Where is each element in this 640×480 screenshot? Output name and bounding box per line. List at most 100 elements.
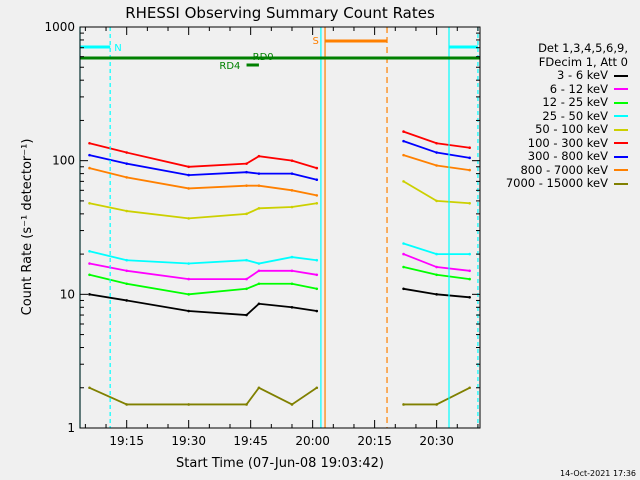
data-point [468, 201, 471, 205]
data-point [435, 293, 438, 296]
data-point [290, 255, 294, 259]
data-point [88, 293, 91, 296]
data-point [468, 269, 471, 273]
data-point [468, 386, 471, 390]
legend-item: 7000 - 15000 keV [506, 176, 628, 190]
data-point [257, 207, 261, 210]
legend-header: FDecim 1, Att 0 [538, 54, 628, 69]
x-tick-label: 20:30 [419, 434, 454, 448]
data-point [187, 277, 190, 281]
data-point [435, 151, 438, 154]
legend-label: 7000 - 15000 keV [505, 176, 608, 190]
legend-label: 6 - 12 keV [549, 81, 608, 96]
data-point [187, 217, 190, 220]
legend-item: 3 - 6 keV [557, 68, 628, 82]
legend-swatch [614, 74, 628, 77]
data-point [315, 194, 319, 197]
legend-item: 50 - 100 keV [535, 122, 628, 136]
data-point [187, 403, 190, 406]
data-point [290, 305, 294, 309]
legend-swatch [614, 101, 628, 104]
legend-item: 12 - 25 keV [542, 95, 628, 109]
data-point [315, 287, 319, 291]
data-point [125, 258, 128, 262]
data-point [257, 282, 261, 286]
legend-item: 800 - 7000 keV [520, 163, 628, 177]
axes: 1 10 100 1000 19:15 19:30 19:45 20:00 20:15 20:30 [44, 20, 480, 448]
data-point [468, 156, 471, 160]
data-point [402, 139, 405, 143]
legend-item: 6 - 12 keV [550, 82, 628, 96]
data-point [257, 386, 261, 390]
data-point [402, 130, 405, 133]
data-point [245, 162, 248, 165]
data-point [125, 176, 128, 179]
data-point [435, 141, 438, 145]
rd0-label: RD0 [253, 52, 274, 63]
data-point [88, 141, 91, 145]
data-point [88, 201, 91, 205]
x-tick-label: 20:00 [295, 434, 330, 448]
legend-label: 12 - 25 keV [542, 95, 608, 109]
data-point [187, 173, 190, 177]
y-axis-label: Count Rate (s⁻¹ detector⁻¹) [20, 139, 35, 316]
data-point [435, 252, 438, 256]
data-point [257, 302, 261, 306]
y-tick-label: 1 [67, 421, 75, 435]
data-point [315, 201, 319, 205]
data-point [402, 252, 405, 256]
legend-header: Det 1,3,4,5,6,9, [538, 41, 628, 55]
data-point [315, 258, 319, 262]
x-tick-label: 20:15 [357, 434, 392, 448]
data-point [290, 189, 294, 192]
legend-swatch [614, 142, 628, 144]
x-tick-label: 19:45 [233, 434, 268, 448]
data-point [88, 166, 91, 170]
rd4-label: RD4 [219, 61, 240, 72]
legend-swatch [614, 169, 628, 171]
legend-label: 800 - 7000 keV [520, 162, 608, 177]
data-point [257, 154, 261, 158]
data-point [187, 293, 190, 296]
data-point [290, 282, 294, 286]
data-point [315, 166, 319, 170]
data-point [257, 269, 261, 273]
legend-label: 3 - 6 keV [557, 68, 608, 82]
data-point [125, 282, 128, 286]
legend-label: 25 - 50 keV [542, 108, 608, 123]
data-point [125, 403, 128, 406]
legend-swatch [614, 115, 628, 117]
data-point [402, 265, 405, 269]
legend-swatch [614, 182, 628, 185]
data-point [290, 269, 294, 273]
data-point [245, 313, 248, 317]
data-point [245, 403, 248, 406]
data-point [88, 386, 91, 390]
data-point [468, 168, 471, 172]
data-point [88, 273, 91, 277]
data-point [245, 170, 248, 174]
legend-item: 25 - 50 keV [542, 109, 628, 123]
data-point [290, 159, 294, 162]
legend-swatch [614, 155, 628, 158]
data-point [257, 172, 261, 175]
data-point [245, 184, 248, 187]
data-point [402, 287, 405, 291]
data-point [402, 242, 405, 245]
x-axis-label: Start Time (07-Jun-08 19:03:42) [176, 456, 384, 471]
data-point [315, 309, 319, 313]
data-point [468, 252, 471, 256]
data-point [245, 258, 248, 262]
footer-date: 14-Oct-2021 17:36 [560, 469, 636, 478]
data-point [468, 146, 471, 150]
plot-frame [79, 26, 481, 429]
data-point [435, 164, 438, 167]
data-point [88, 262, 91, 265]
data-point [125, 269, 128, 273]
data-point [435, 403, 438, 406]
x-tick-label: 19:15 [109, 434, 144, 448]
data-point [125, 299, 128, 302]
data-point [435, 199, 438, 203]
plot-area [88, 130, 471, 406]
